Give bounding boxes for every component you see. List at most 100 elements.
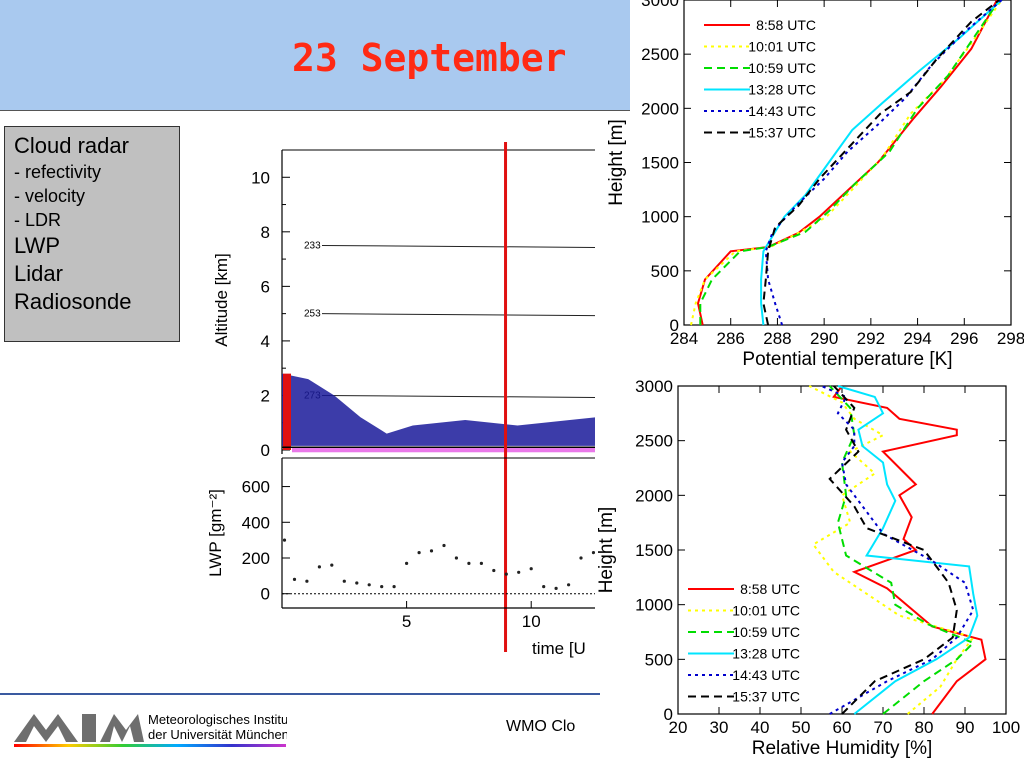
y-tick-label: 1500 [635,541,673,560]
x-tick-label: 292 [857,329,885,348]
instrument-item: Lidar [14,261,63,286]
instrument-item: - LDR [14,210,62,230]
lwp-point [567,583,571,587]
legend-label: 14:43 UTC [732,667,800,683]
altitude-tick-label: 2 [261,386,270,405]
y-tick-label: 1500 [641,154,679,173]
y-tick-label: 1000 [641,208,679,227]
footer-text: WMO Clo [506,718,576,735]
x-axis-label: Potential temperature [K] [742,349,952,370]
isotherm-label: 253 [304,309,321,320]
time-tick-label: 10 [522,612,541,631]
x-tick-label: 286 [717,329,745,348]
x-tick-label: 20 [669,718,688,737]
instrument-item: Radiosonde [14,289,132,314]
legend-label: 10:59 UTC [732,624,800,640]
altitude-tick-label: 10 [251,168,270,187]
y-tick-label: 3000 [635,377,673,396]
x-tick-label: 298 [997,329,1024,348]
legend-label: 10:59 UTC [748,60,816,76]
lwp-point [492,568,496,573]
y-axis-label: Height [m] [606,119,627,206]
lwp-point [591,551,595,555]
radar-echo-red [283,373,291,450]
altitude-tick-label: 6 [261,277,270,296]
plot-background [672,374,1024,768]
y-tick-label: 500 [651,262,679,281]
series-line [760,0,1003,326]
lwp-point [342,579,346,583]
series-line [764,0,1003,326]
lwp-point [355,581,359,585]
legend-label: 15:37 UTC [748,125,816,141]
lwp-point [380,585,384,589]
instrument-item: - velocity [14,186,86,206]
series-line [696,0,998,326]
title-banner: 23 September [0,0,630,111]
logo-line-2: der Universität München [148,727,287,742]
y-tick-label: 500 [645,650,673,669]
relative-humidity-chart: 20 30 40 50 60 70 80 90 100050010001500200025003… [596,374,1024,768]
series-line [832,385,987,715]
lwp-tick-label: 200 [242,549,270,568]
lwp-axis-label: LWP [gm⁻²] [206,489,225,577]
altitude-axis-label: Altitude [km] [212,253,231,347]
instrument-item: LWP [14,233,61,258]
x-tick-label: 90 [956,718,975,737]
x-axis-label: Relative Humidity [%] [752,738,933,759]
lwp-point [504,572,508,576]
potential-temperature-chart: 284 286 288 290 292 294 296 298 0 500 1000 1500 2000… [606,0,1024,380]
lwp-point [429,549,434,553]
legend-label: 13:28 UTC [732,646,800,662]
logo-line-1: Meteorologisches Institut [148,712,287,727]
lwp-point [305,579,309,583]
lwp-point [317,565,321,569]
logo-i-mark [82,714,96,742]
y-tick-label: 0 [664,705,673,724]
lwp-point [467,561,471,565]
y-tick-label: 3000 [641,0,679,10]
x-tick-label: 80 [915,718,934,737]
series-line [837,385,979,715]
x-tick-label: 288 [763,329,791,348]
time-axis-label: time [U [532,639,586,658]
lwp-tick-label: 400 [242,513,270,532]
lwp-point [479,561,483,565]
time-tick-label: 5 [402,612,411,631]
lwp-point [392,585,396,589]
legend-label: 8:58 UTC [756,17,816,33]
legend-label: 8:58 UTC [740,581,800,597]
altitude-tick-label: 8 [261,223,270,242]
institute-logo: Meteorologisches Institut der Universitä… [14,712,287,747]
isotherm-line [321,394,595,398]
lwp-point [542,585,546,589]
y-axis-label: Height [m] [596,507,617,594]
logo-m-mark [14,714,78,742]
x-tick-label: 294 [903,329,931,348]
logo-rainbow-bar [14,744,286,747]
lwp-point [517,570,521,574]
x-tick-label: 290 [810,329,838,348]
instrument-item: - refectivity [14,162,102,182]
y-tick-label: 0 [670,316,679,335]
x-tick-label: 100 [992,718,1020,737]
x-tick-label: 50 [792,718,811,737]
series-line [762,0,1000,326]
legend-label: 10:01 UTC [732,603,800,619]
lwp-point [554,586,558,590]
isotherm-line [321,244,595,248]
y-tick-label: 2500 [635,432,673,451]
x-tick-label: 284 [670,329,698,348]
legend-label: 15:37 UTC [732,689,800,705]
legend-label: 14:43 UTC [748,103,816,119]
isotherm-line [321,313,595,317]
x-tick-label: 296 [950,329,978,348]
y-tick-label: 2000 [641,99,679,118]
lwp-point [454,556,458,560]
lwp-point [529,567,533,571]
x-tick-label: 70 [874,718,893,737]
altitude-tick-label: 0 [261,441,270,460]
series-line [699,0,1001,325]
legend-label: 10:01 UTC [748,39,816,55]
